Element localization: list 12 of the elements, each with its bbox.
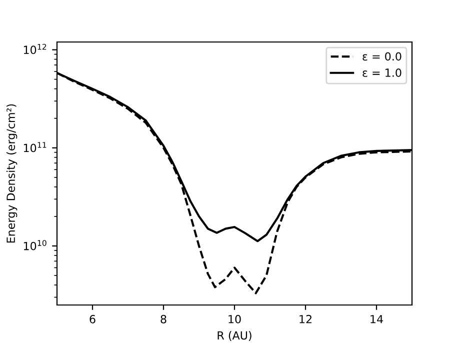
legend-label: ε = 1.0 (362, 68, 402, 77)
x-tick-label: 10 (228, 314, 241, 324)
x-tick-label: 6 (90, 314, 96, 324)
y-tick-label: 10$^{12}$ (24, 44, 46, 54)
y-axis-title: Energy Density (erg/cm²) (6, 104, 18, 243)
legend-label: ε = 0.0 (362, 52, 402, 61)
x-tick-label: 8 (160, 314, 166, 324)
y-tick-label: 10$^{11}$ (24, 142, 46, 152)
x-tick-label: 12 (300, 314, 312, 324)
y-tick-label: 10$^{10}$ (24, 240, 46, 250)
x-axis-title: R (AU) (218, 331, 252, 341)
x-tick-label: 14 (370, 315, 383, 324)
